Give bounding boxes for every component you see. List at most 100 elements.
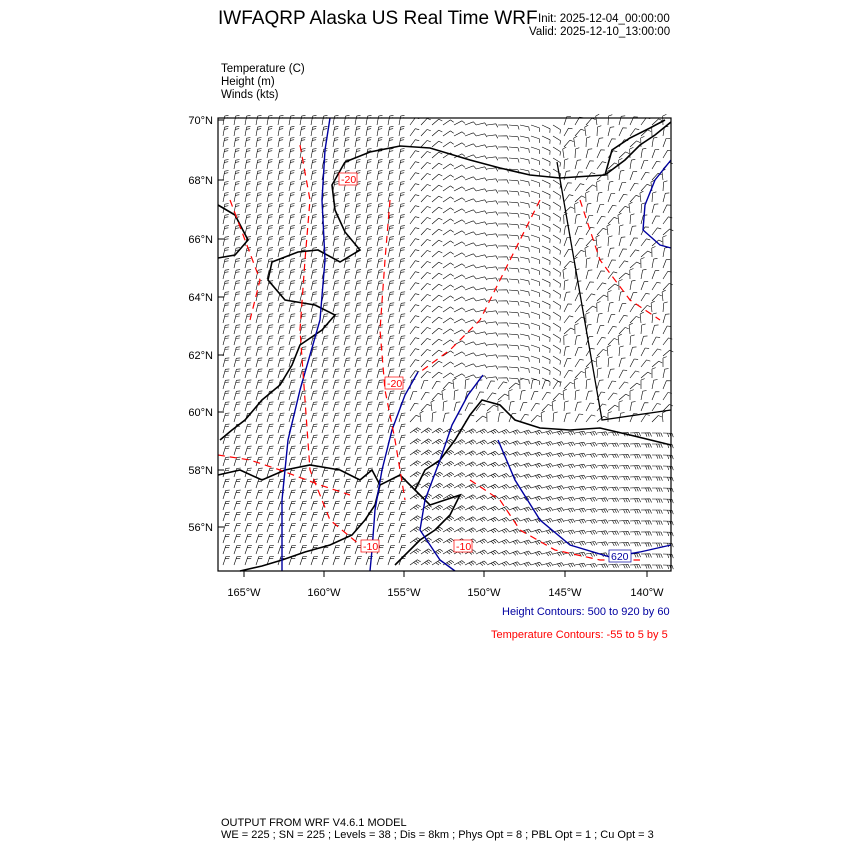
wind-barb	[530, 473, 543, 479]
wind-barb	[354, 357, 362, 368]
wind-barb	[585, 305, 597, 313]
wind-barb	[464, 428, 477, 434]
wind-barb	[475, 516, 488, 522]
wind-barb	[288, 324, 296, 335]
wind-barb	[519, 451, 532, 457]
wind-barb	[453, 164, 466, 170]
wind-barb	[464, 198, 477, 203]
wind-barb	[596, 442, 609, 448]
wind-barb	[343, 412, 351, 423]
wind-barb	[409, 194, 420, 203]
wind-barb	[640, 378, 645, 389]
wind-barb	[596, 367, 602, 379]
wind-barb	[639, 311, 644, 324]
wind-barb	[398, 423, 406, 434]
wind-barb	[596, 541, 609, 547]
wind-barb	[652, 553, 663, 558]
wind-barb	[541, 562, 554, 568]
wind-barb	[398, 335, 406, 346]
wind-barb	[508, 550, 521, 556]
wind-barb	[233, 456, 241, 467]
wind-barb	[343, 368, 351, 379]
wind-barb	[607, 356, 613, 368]
wind-barb	[277, 269, 285, 280]
wind-barb	[552, 256, 561, 266]
wind-barb	[618, 260, 629, 269]
wind-barb	[398, 247, 406, 258]
wind-barb	[299, 556, 307, 566]
wind-barb	[376, 445, 384, 456]
wind-barb	[618, 115, 626, 126]
wind-barb	[486, 288, 499, 293]
wind-barb	[387, 534, 395, 544]
lat-tick-label: 64°N	[188, 292, 213, 304]
wind-barb	[310, 236, 318, 247]
wind-barb	[651, 246, 656, 258]
wind-barb	[541, 201, 551, 210]
wind-barb	[266, 302, 274, 313]
wind-barb	[497, 223, 509, 228]
wind-barb	[299, 214, 306, 225]
wind-barb	[486, 376, 499, 381]
wind-barb	[596, 294, 608, 302]
wind-barb	[651, 203, 659, 214]
wind-barb	[365, 412, 373, 423]
wind-barb	[563, 170, 571, 181]
wind-barb	[497, 234, 509, 239]
wind-barb	[497, 400, 502, 412]
wind-barb	[288, 148, 295, 159]
wind-barb	[629, 401, 636, 412]
wind-barb	[629, 564, 641, 569]
wind-barb	[618, 498, 630, 503]
wind-barb	[321, 423, 329, 434]
wind-barb	[354, 269, 362, 280]
wind-barb	[596, 282, 607, 291]
wind-barb	[607, 486, 619, 492]
wind-barb	[475, 155, 488, 160]
wind-barb	[398, 269, 406, 280]
wind-barb	[508, 135, 520, 141]
wind-barb	[266, 126, 273, 137]
wind-barb	[497, 451, 510, 457]
wind-barb	[562, 146, 567, 159]
wind-barb	[453, 175, 466, 181]
wind-barb	[387, 390, 395, 401]
wind-barb	[365, 126, 372, 137]
wind-barb	[585, 160, 594, 170]
wind-barb	[354, 126, 361, 137]
wind-barb	[354, 115, 361, 126]
wind-barb	[497, 311, 509, 316]
wind-barb	[288, 534, 296, 544]
wind-barb	[255, 556, 263, 566]
wind-barb	[574, 551, 587, 557]
wind-barb	[464, 275, 477, 280]
wind-barb	[629, 498, 641, 503]
wind-barb	[420, 184, 431, 192]
wind-barb	[255, 137, 262, 148]
wind-barb	[431, 449, 443, 456]
lon-tick-label: 160°W	[307, 587, 341, 599]
wind-barb	[387, 159, 394, 170]
wind-barb	[398, 324, 406, 335]
wind-barb	[431, 129, 443, 137]
wind-barb	[530, 278, 540, 286]
wind-barb	[409, 348, 420, 357]
wind-barb	[519, 212, 530, 219]
wind-barb	[431, 438, 443, 445]
wind-barb	[629, 292, 638, 302]
wind-barb	[475, 144, 488, 149]
wind-barb	[255, 379, 263, 390]
lat-tick-label: 62°N	[188, 350, 213, 362]
wind-barb	[541, 245, 551, 254]
wind-barb	[376, 401, 384, 412]
wind-barb	[574, 413, 584, 423]
wind-barb	[508, 234, 520, 240]
wind-barb	[288, 478, 296, 489]
wind-barb	[475, 232, 488, 237]
wind-barb	[244, 511, 252, 522]
wind-barb	[376, 511, 384, 522]
wind-barb	[464, 483, 477, 489]
wind-barb	[442, 218, 454, 225]
wind-barb	[431, 316, 443, 324]
wind-barb	[662, 301, 668, 313]
